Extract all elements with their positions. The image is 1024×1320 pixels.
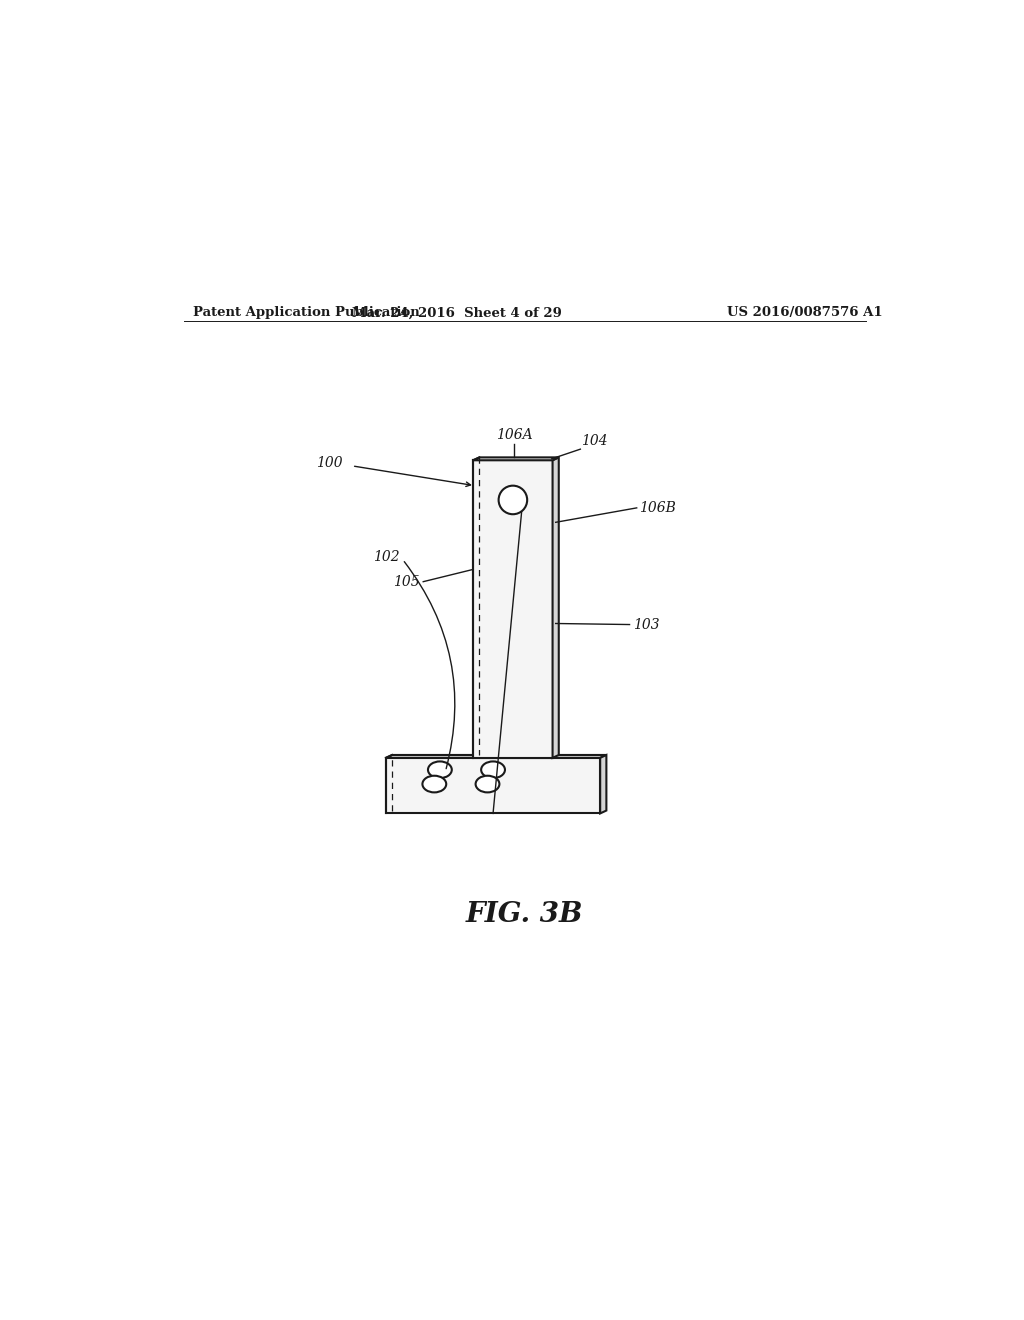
- Circle shape: [499, 486, 527, 515]
- Polygon shape: [600, 755, 606, 813]
- Ellipse shape: [481, 762, 505, 777]
- Text: 103: 103: [633, 618, 659, 631]
- Text: 106A: 106A: [497, 428, 532, 442]
- Polygon shape: [473, 457, 559, 461]
- Ellipse shape: [475, 776, 500, 792]
- Text: Mar. 24, 2016  Sheet 4 of 29: Mar. 24, 2016 Sheet 4 of 29: [352, 306, 562, 319]
- Polygon shape: [553, 457, 559, 758]
- Ellipse shape: [423, 776, 446, 792]
- Text: 104: 104: [582, 433, 608, 447]
- Polygon shape: [386, 755, 606, 758]
- Polygon shape: [473, 461, 553, 758]
- Polygon shape: [386, 758, 600, 813]
- Text: FIG. 3B: FIG. 3B: [466, 900, 584, 928]
- Text: 101: 101: [508, 511, 535, 524]
- Text: Patent Application Publication: Patent Application Publication: [194, 306, 420, 319]
- Text: 100: 100: [315, 457, 342, 470]
- Text: 105: 105: [393, 574, 420, 589]
- Ellipse shape: [428, 762, 452, 777]
- Text: US 2016/0087576 A1: US 2016/0087576 A1: [727, 306, 883, 319]
- Text: 106B: 106B: [639, 500, 676, 515]
- Text: 102: 102: [373, 550, 399, 564]
